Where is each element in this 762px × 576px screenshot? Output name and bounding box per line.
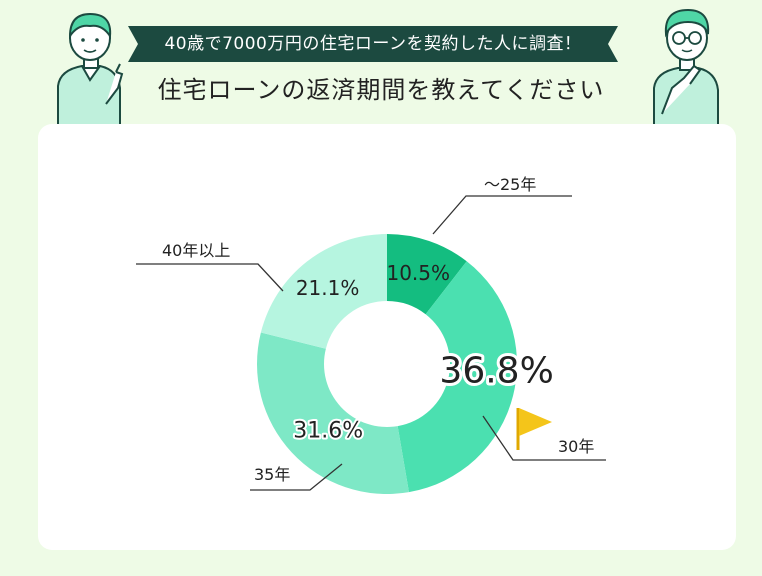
leader-line-1 <box>482 415 606 461</box>
flag-icon <box>519 408 552 436</box>
value-label-1: 36.8% <box>439 350 553 391</box>
slice-0 <box>387 234 467 315</box>
leader-line-2 <box>250 463 343 491</box>
value-label-0: 10.5% <box>386 261 450 285</box>
thinking-person-illustration <box>653 8 719 128</box>
pointing-person-illustration <box>57 12 124 126</box>
leader-line-3 <box>136 263 284 292</box>
banner-text: 40歳で7000万円の住宅ローンを契約した人に調査！ <box>164 34 582 54</box>
slice-2 <box>257 332 409 494</box>
category-label-3: 40年以上 <box>162 241 230 260</box>
value-label-3: 21.1% <box>296 276 360 300</box>
category-label-2: 35年 <box>254 465 290 484</box>
banner-shape <box>128 26 618 62</box>
chart-card: 〜25年 10.5% 30年 36.8% 35年 31.6% 40年以上 21.1% <box>38 124 736 550</box>
slice-1 <box>397 261 517 493</box>
category-label-0: 〜25年 <box>484 175 536 194</box>
slice-3 <box>260 234 387 349</box>
page-title: 住宅ローンの返済期間を教えてください <box>157 76 605 104</box>
leader-line-0 <box>432 195 572 235</box>
donut-chart: 〜25年 10.5% 30年 36.8% 35年 31.6% 40年以上 21.1% <box>136 175 606 494</box>
header-banner: 40歳で7000万円の住宅ローンを契約した人に調査！ <box>128 26 618 62</box>
category-label-1: 30年 <box>558 437 594 456</box>
value-label-2: 31.6% <box>293 419 363 444</box>
